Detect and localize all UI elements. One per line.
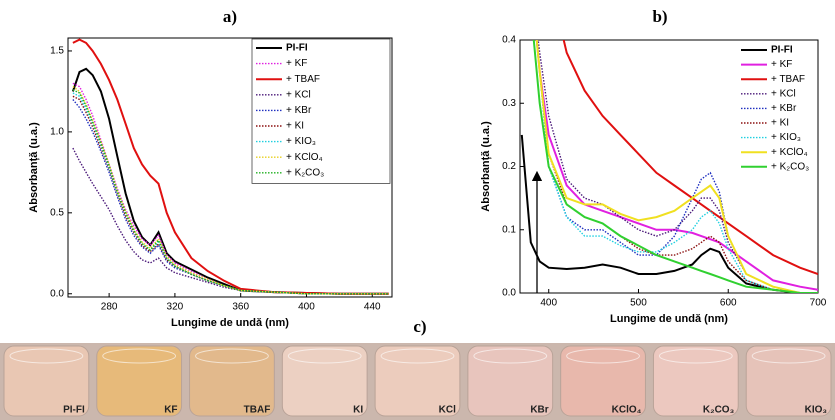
y-axis-label: Absorbanță (u.a.) (28, 122, 40, 213)
legend-frame (251, 38, 391, 184)
legend-label: + KF (286, 58, 307, 69)
vial (652, 345, 739, 417)
y-tick-label: 0.0 (502, 288, 516, 299)
vial (374, 345, 461, 417)
legend-label: + K₂CO₃ (286, 167, 324, 178)
x-tick-label: 600 (720, 298, 737, 309)
vial-label: KCl (439, 405, 456, 416)
vial (96, 345, 183, 417)
data-line (72, 147, 389, 295)
y-tick-label: 0.1 (502, 224, 516, 235)
x-axis-label: Lungime de undă (nm) (171, 317, 289, 329)
legend-label: + TBAF (286, 74, 320, 85)
legend-label: + KF (771, 59, 792, 70)
y-tick-label: 0.3 (502, 98, 516, 109)
y-axis-label: Absorbanță (u.a.) (480, 121, 492, 212)
x-tick-label: 280 (101, 302, 118, 313)
legend-label: + KCl (286, 89, 311, 100)
vial-label: PI-FI (63, 405, 85, 416)
data-line (535, 40, 818, 291)
panel-label: c) (413, 317, 426, 336)
vial-label: KI (353, 405, 363, 416)
vial-rim (473, 348, 548, 364)
legend-label: + KIO₃ (771, 132, 801, 143)
data-line (536, 40, 818, 293)
legend-label: + KBr (771, 103, 797, 114)
x-tick-label: 700 (810, 298, 827, 309)
vial (281, 345, 368, 417)
plot-area (520, 40, 818, 293)
data-line (71, 67, 389, 295)
vial-rim (287, 348, 362, 364)
vial-label: KBr (530, 405, 548, 416)
vial-label: KF (164, 405, 177, 416)
vial-rim (751, 348, 826, 364)
data-line (535, 40, 818, 293)
legend-label: + KBr (286, 105, 312, 116)
legend-label: + KIO₃ (286, 136, 316, 147)
vial (560, 345, 646, 417)
legend-label: PI-FI (286, 43, 308, 54)
y-tick-label: 1.0 (50, 127, 64, 138)
x-axis-label: Lungime de undă (nm) (610, 313, 728, 325)
y-tick-label: 0.4 (502, 35, 516, 46)
vial-label: K₂CO₃ (703, 405, 735, 416)
y-tick-label: 0.5 (50, 207, 64, 218)
vial-rim (566, 348, 640, 364)
y-tick-label: 1.5 (50, 46, 64, 57)
y-tick-label: 0.2 (502, 161, 516, 172)
data-line (537, 40, 818, 293)
legend-label: PI-FI (771, 45, 793, 56)
vial-rim (380, 348, 455, 364)
data-line (72, 38, 389, 295)
data-line (520, 134, 818, 293)
vial-rim (195, 348, 269, 364)
panel-label: a) (223, 7, 237, 26)
vial-rim (658, 348, 733, 364)
data-line (562, 40, 818, 275)
vial-rim (9, 348, 84, 364)
data-line (536, 40, 818, 293)
vial-rim (102, 348, 177, 364)
x-tick-label: 400 (540, 298, 557, 309)
data-line (72, 82, 389, 295)
vial (467, 345, 554, 417)
x-tick-label: 320 (167, 302, 184, 313)
plot-frame (67, 37, 393, 298)
data-line (72, 92, 389, 295)
panel-label: b) (652, 7, 667, 26)
vial-label: TBAF (244, 405, 271, 416)
legend-label: + TBAF (771, 74, 805, 85)
plot-area (71, 38, 389, 295)
legend-label: + KClO₄ (286, 152, 323, 163)
data-line (532, 40, 818, 293)
vial (3, 345, 90, 417)
vial (189, 345, 275, 417)
vial-label: KClO₄ (612, 405, 642, 416)
data-line (72, 89, 389, 295)
legend-label: + K₂CO₃ (771, 161, 809, 172)
x-tick-label: 440 (364, 302, 381, 313)
legend-label: + KClO₄ (771, 147, 808, 158)
x-tick-label: 360 (232, 302, 249, 313)
vial (745, 345, 832, 417)
y-tick-label: 0.0 (50, 288, 64, 299)
legend-label: + KI (286, 121, 304, 132)
x-tick-label: 400 (298, 302, 315, 313)
x-tick-label: 500 (630, 298, 647, 309)
legend-label: + KI (771, 118, 789, 129)
legend-label: + KCl (771, 88, 796, 99)
data-line (72, 86, 389, 295)
vial-label: KIO₃ (805, 405, 828, 416)
